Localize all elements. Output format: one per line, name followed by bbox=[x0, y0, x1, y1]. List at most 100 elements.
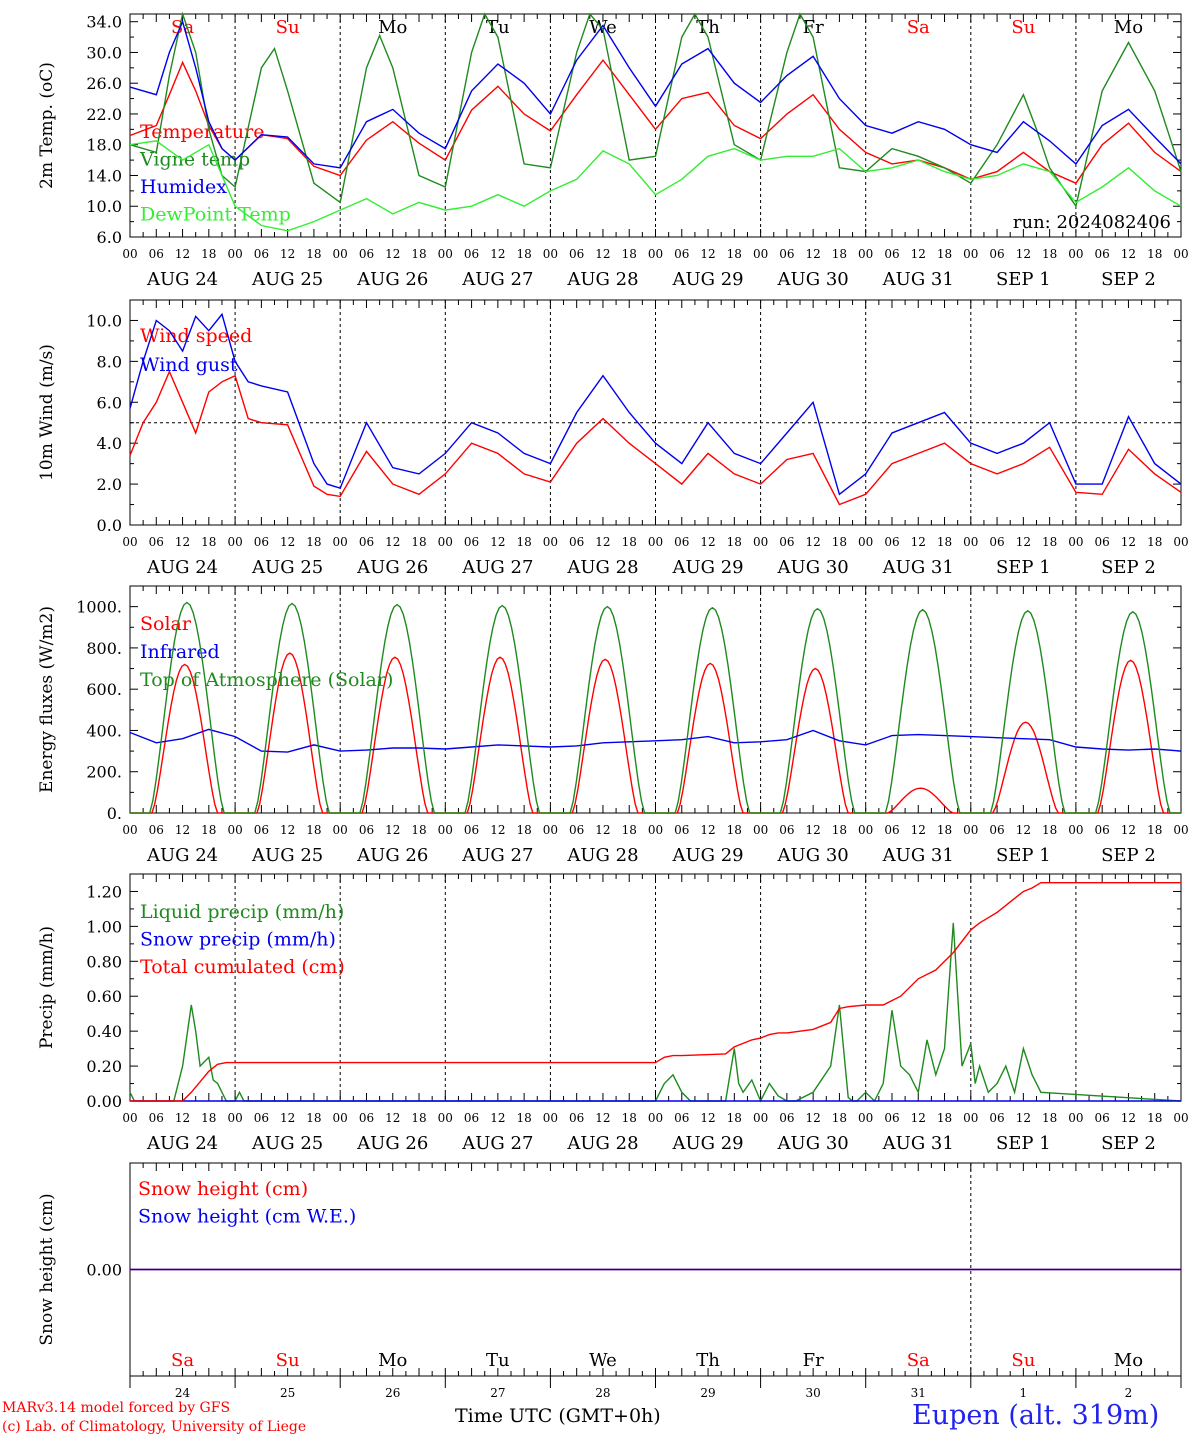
x-hour-label: 12 bbox=[490, 247, 505, 261]
y-tick-label: 34.0 bbox=[86, 13, 122, 32]
x-date-label: AUG 25 bbox=[251, 269, 323, 290]
x-hour-label: 00 bbox=[438, 823, 453, 837]
x-hour-label: 12 bbox=[280, 1111, 295, 1125]
x-date-label: AUG 28 bbox=[566, 845, 638, 866]
x-hour-label: 12 bbox=[1121, 535, 1136, 549]
y-tick-label: 26.0 bbox=[86, 74, 122, 93]
weekday-label: Fr bbox=[803, 1350, 824, 1371]
x-hour-label: 06 bbox=[569, 247, 584, 261]
x-date-label: AUG 31 bbox=[882, 1133, 954, 1154]
series-line-wind-1 bbox=[129, 312, 1182, 496]
x-hour-label: 12 bbox=[385, 535, 400, 549]
x-hour-label: 06 bbox=[884, 247, 899, 261]
x-hour-label: 06 bbox=[464, 823, 479, 837]
x-hour-label: 06 bbox=[779, 535, 794, 549]
x-hour-label: 00 bbox=[648, 535, 663, 549]
x-hour-label: 06 bbox=[674, 535, 689, 549]
x-hour-label: 06 bbox=[359, 1111, 374, 1125]
x-hour-label: 00 bbox=[1068, 823, 1083, 837]
x-hour-label: 12 bbox=[280, 535, 295, 549]
weekday-label: Th bbox=[696, 17, 720, 38]
y-tick-label: 4.0 bbox=[97, 434, 122, 453]
x-date-label: AUG 27 bbox=[461, 557, 533, 578]
weekday-label: Sa bbox=[171, 1350, 194, 1371]
legend-energy-2: Top of Atmosphere (Solar) bbox=[140, 669, 393, 691]
x-hour-label: 00 bbox=[333, 823, 348, 837]
x-hour-label: 00 bbox=[543, 247, 558, 261]
day-number-label: 26 bbox=[385, 1386, 400, 1400]
weekday-label: Fr bbox=[803, 17, 824, 38]
x-hour-label: 12 bbox=[1121, 247, 1136, 261]
weekday-label: Mo bbox=[1114, 17, 1143, 38]
x-hour-label: 18 bbox=[622, 1111, 637, 1125]
x-hour-label: 06 bbox=[884, 535, 899, 549]
x-hour-label: 12 bbox=[595, 823, 610, 837]
x-date-label: AUG 24 bbox=[146, 269, 218, 290]
x-hour-label: 00 bbox=[753, 535, 768, 549]
legend-temperature-2: Humidex bbox=[140, 176, 227, 198]
model-credit: MARv3.14 model forced by GFS (c) Lab. of… bbox=[2, 1399, 306, 1437]
x-hour-label: 18 bbox=[622, 823, 637, 837]
x-hour-label: 00 bbox=[858, 535, 873, 549]
x-hour-label: 18 bbox=[1147, 1111, 1162, 1125]
series-line-energy-1 bbox=[129, 728, 1182, 753]
x-hour-label: 12 bbox=[806, 1111, 821, 1125]
y-tick-label: 2.0 bbox=[97, 475, 122, 494]
y-tick-label: 10.0 bbox=[86, 197, 122, 216]
x-hour-label: 12 bbox=[280, 823, 295, 837]
x-hour-label: 12 bbox=[595, 247, 610, 261]
weekday-label: Mo bbox=[378, 17, 407, 38]
x-hour-label: 18 bbox=[1147, 535, 1162, 549]
weekday-label: Su bbox=[1011, 17, 1035, 38]
x-date-label: SEP 1 bbox=[996, 557, 1051, 578]
x-date-label: SEP 1 bbox=[996, 269, 1051, 290]
weekday-label: Su bbox=[1011, 1350, 1035, 1371]
weekday-label: Tu bbox=[486, 17, 510, 38]
x-hour-label: 06 bbox=[779, 247, 794, 261]
x-hour-label: 06 bbox=[464, 535, 479, 549]
series-line-energy-2 bbox=[130, 601, 1181, 814]
x-hour-label: 18 bbox=[622, 247, 637, 261]
legend-precip-1: Snow precip (mm/h) bbox=[140, 929, 336, 951]
x-hour-label: 12 bbox=[806, 823, 821, 837]
x-hour-label: 06 bbox=[989, 535, 1004, 549]
y-tick-label: 0. bbox=[107, 804, 122, 823]
x-hour-label: 18 bbox=[1042, 1111, 1057, 1125]
x-hour-label: 18 bbox=[306, 535, 321, 549]
x-hour-label: 06 bbox=[254, 535, 269, 549]
x-date-label: AUG 26 bbox=[356, 269, 428, 290]
x-date-label: AUG 27 bbox=[461, 845, 533, 866]
x-hour-label: 18 bbox=[306, 823, 321, 837]
x-hour-label: 18 bbox=[516, 247, 531, 261]
x-hour-label: 00 bbox=[543, 535, 558, 549]
day-number-label: 1 bbox=[1020, 1386, 1028, 1400]
y-tick-label: 0.20 bbox=[86, 1057, 122, 1076]
x-hour-label: 06 bbox=[149, 823, 164, 837]
x-hour-label: 06 bbox=[464, 1111, 479, 1125]
y-tick-label: 0.60 bbox=[86, 987, 122, 1006]
legend-snow-1: Snow height (cm W.E.) bbox=[138, 1206, 356, 1228]
y-tick-label: 8.0 bbox=[97, 352, 122, 371]
x-hour-label: 06 bbox=[674, 247, 689, 261]
x-hour-label: 00 bbox=[858, 247, 873, 261]
x-hour-label: 00 bbox=[122, 1111, 137, 1125]
y-tick-label: 10.0 bbox=[86, 311, 122, 330]
x-date-label: AUG 28 bbox=[566, 269, 638, 290]
day-number-label: 29 bbox=[700, 1386, 715, 1400]
x-hour-label: 12 bbox=[1121, 823, 1136, 837]
x-hour-label: 12 bbox=[806, 535, 821, 549]
x-date-label: AUG 30 bbox=[777, 557, 849, 578]
weekday-label: Sa bbox=[907, 17, 930, 38]
x-hour-label: 06 bbox=[464, 247, 479, 261]
x-hour-label: 06 bbox=[569, 823, 584, 837]
weekday-label: Su bbox=[276, 17, 300, 38]
x-hour-label: 18 bbox=[1147, 247, 1162, 261]
x-date-label: AUG 27 bbox=[461, 1133, 533, 1154]
x-hour-label: 00 bbox=[963, 535, 978, 549]
x-hour-label: 12 bbox=[700, 823, 715, 837]
x-hour-label: 12 bbox=[1016, 535, 1031, 549]
x-hour-label: 00 bbox=[753, 247, 768, 261]
x-hour-label: 18 bbox=[411, 1111, 426, 1125]
x-hour-label: 06 bbox=[254, 247, 269, 261]
